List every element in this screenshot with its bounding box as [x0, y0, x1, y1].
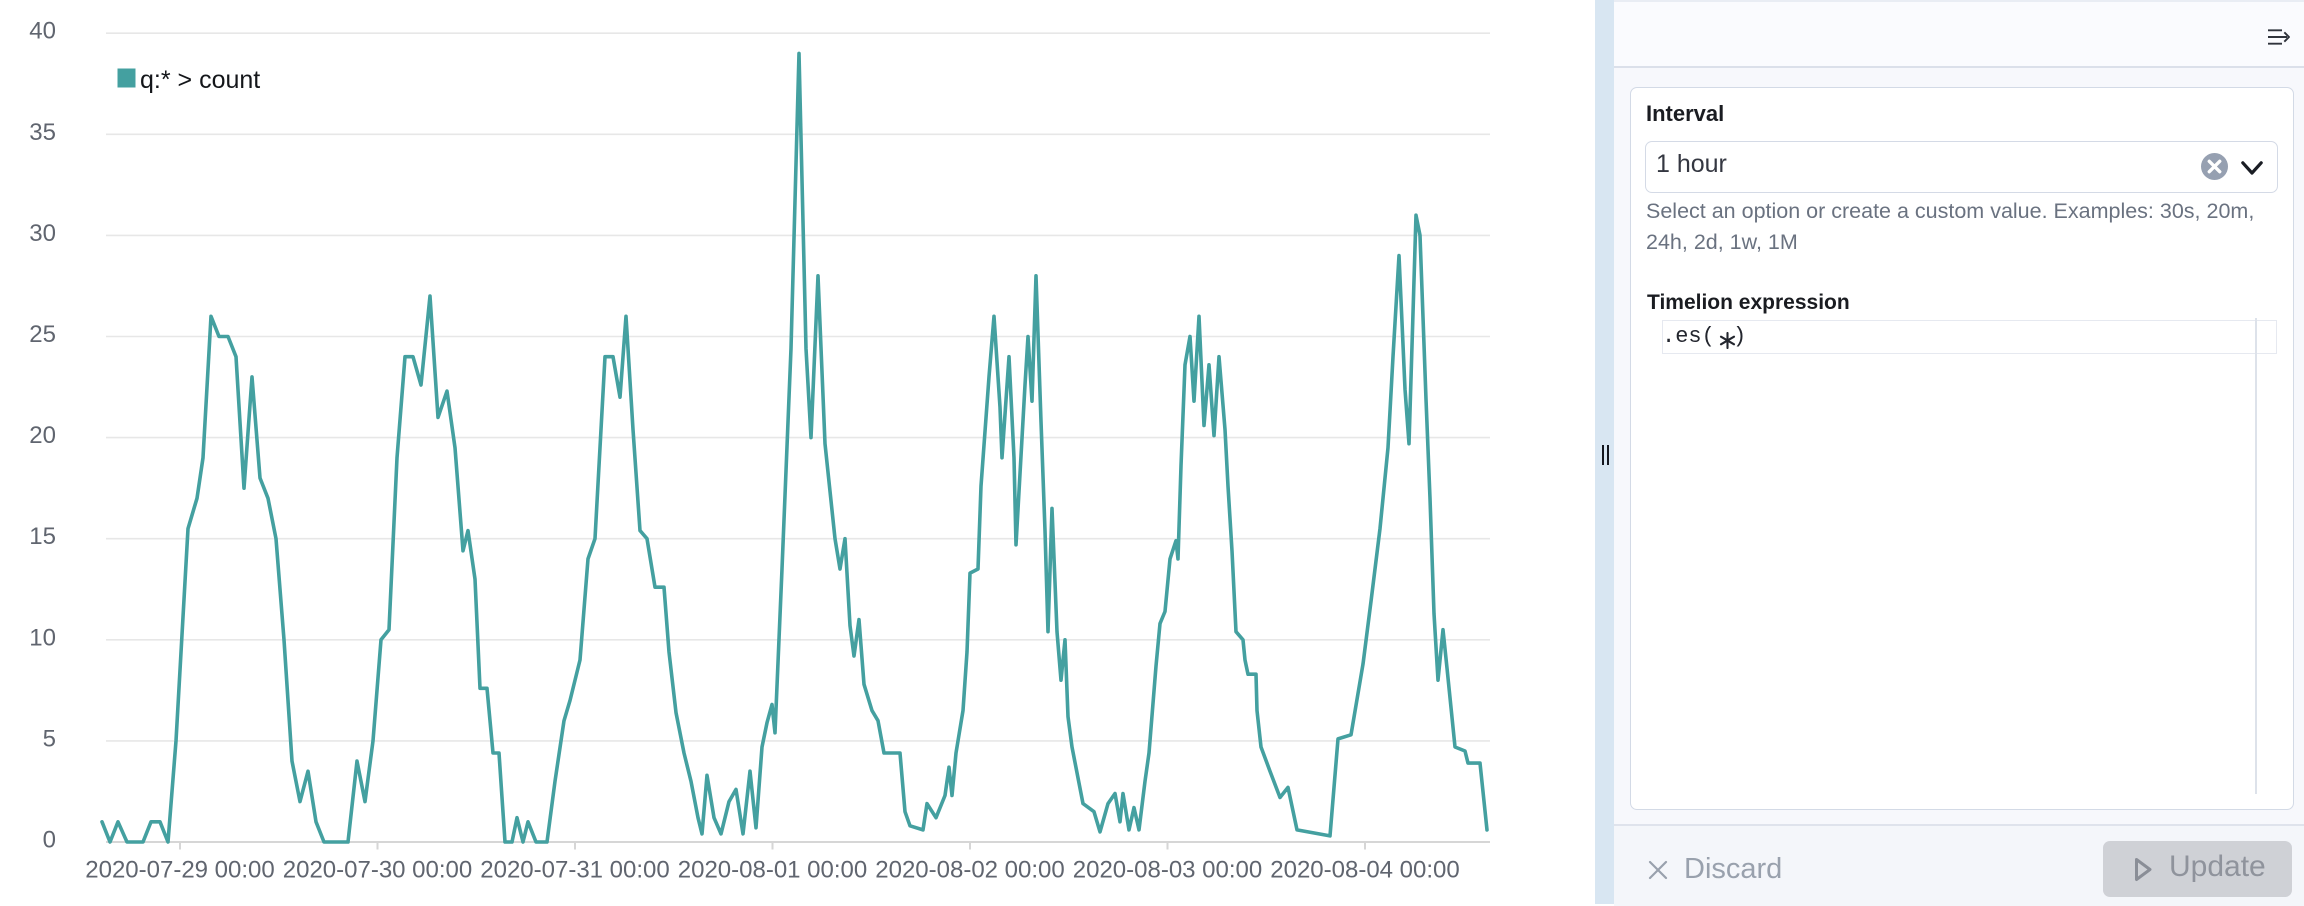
- svg-text:2020-07-31 00:00: 2020-07-31 00:00: [480, 857, 670, 884]
- svg-text:2020-08-03 00:00: 2020-08-03 00:00: [1073, 857, 1263, 884]
- svg-text:2020-08-04 00:00: 2020-08-04 00:00: [1270, 857, 1460, 884]
- svg-text:40: 40: [29, 18, 56, 45]
- svg-text:25: 25: [29, 321, 56, 348]
- svg-text:30: 30: [29, 220, 56, 247]
- svg-text:q:* > count: q:* > count: [140, 66, 260, 94]
- svg-text:2020-07-30 00:00: 2020-07-30 00:00: [283, 857, 473, 884]
- svg-text:20: 20: [29, 422, 56, 449]
- svg-text:2020-08-01 00:00: 2020-08-01 00:00: [678, 857, 868, 884]
- svg-text:0: 0: [43, 827, 56, 854]
- svg-text:5: 5: [43, 725, 56, 752]
- svg-text:2020-07-29 00:00: 2020-07-29 00:00: [85, 857, 275, 884]
- svg-text:2020-08-02 00:00: 2020-08-02 00:00: [875, 857, 1065, 884]
- svg-text:35: 35: [29, 119, 56, 146]
- svg-text:10: 10: [29, 624, 56, 651]
- svg-text:15: 15: [29, 523, 56, 550]
